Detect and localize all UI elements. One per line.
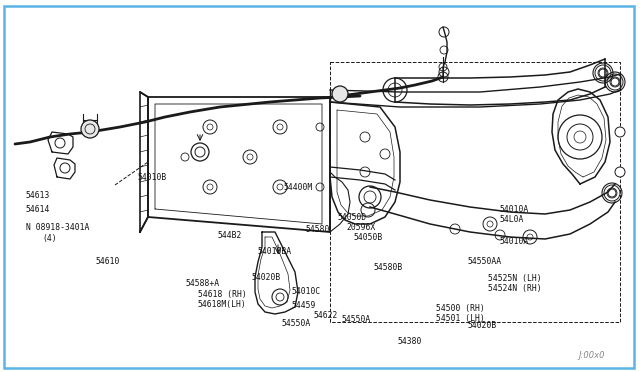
- Text: 20596X: 20596X: [346, 224, 375, 232]
- Circle shape: [191, 143, 209, 161]
- Text: 54550A: 54550A: [341, 314, 371, 324]
- Text: 54613: 54613: [26, 190, 51, 199]
- Text: 54459: 54459: [291, 301, 316, 310]
- Text: 54580: 54580: [306, 225, 330, 234]
- Text: 54580B: 54580B: [374, 263, 403, 273]
- Text: 54050B: 54050B: [354, 234, 383, 243]
- Text: 54010B: 54010B: [138, 173, 167, 183]
- Text: 54550A: 54550A: [281, 320, 310, 328]
- Circle shape: [615, 167, 625, 177]
- Circle shape: [81, 120, 99, 138]
- Text: 54010A: 54010A: [500, 205, 529, 215]
- Text: 54010BA: 54010BA: [258, 247, 292, 257]
- Text: (4): (4): [42, 234, 56, 243]
- Text: 54500 (RH): 54500 (RH): [436, 304, 484, 312]
- Text: J:00x0: J:00x0: [579, 351, 605, 360]
- Text: 54400M: 54400M: [283, 183, 312, 192]
- Circle shape: [332, 86, 348, 102]
- Text: 54525N (LH): 54525N (LH): [488, 275, 541, 283]
- Text: 54020B: 54020B: [468, 321, 497, 330]
- Text: N 08918-3401A: N 08918-3401A: [26, 224, 90, 232]
- Text: 54050D: 54050D: [338, 214, 367, 222]
- Text: 54618 (RH): 54618 (RH): [198, 291, 247, 299]
- Text: 54524N (RH): 54524N (RH): [488, 285, 541, 294]
- Text: 54020B: 54020B: [251, 273, 280, 282]
- Text: 54622: 54622: [314, 311, 339, 321]
- Text: 54L0A: 54L0A: [500, 215, 524, 224]
- Text: 54588+A: 54588+A: [186, 279, 220, 289]
- Text: 54614: 54614: [26, 205, 51, 215]
- Text: 54550AA: 54550AA: [468, 257, 502, 266]
- Text: 54501 (LH): 54501 (LH): [436, 314, 484, 323]
- Text: 54010C: 54010C: [291, 286, 320, 295]
- Text: 544B2: 544B2: [218, 231, 243, 241]
- Text: 54380: 54380: [397, 337, 421, 346]
- Circle shape: [615, 127, 625, 137]
- Text: 54610: 54610: [95, 257, 120, 266]
- Text: 54618M(LH): 54618M(LH): [198, 301, 247, 310]
- Text: 54010A: 54010A: [500, 237, 529, 247]
